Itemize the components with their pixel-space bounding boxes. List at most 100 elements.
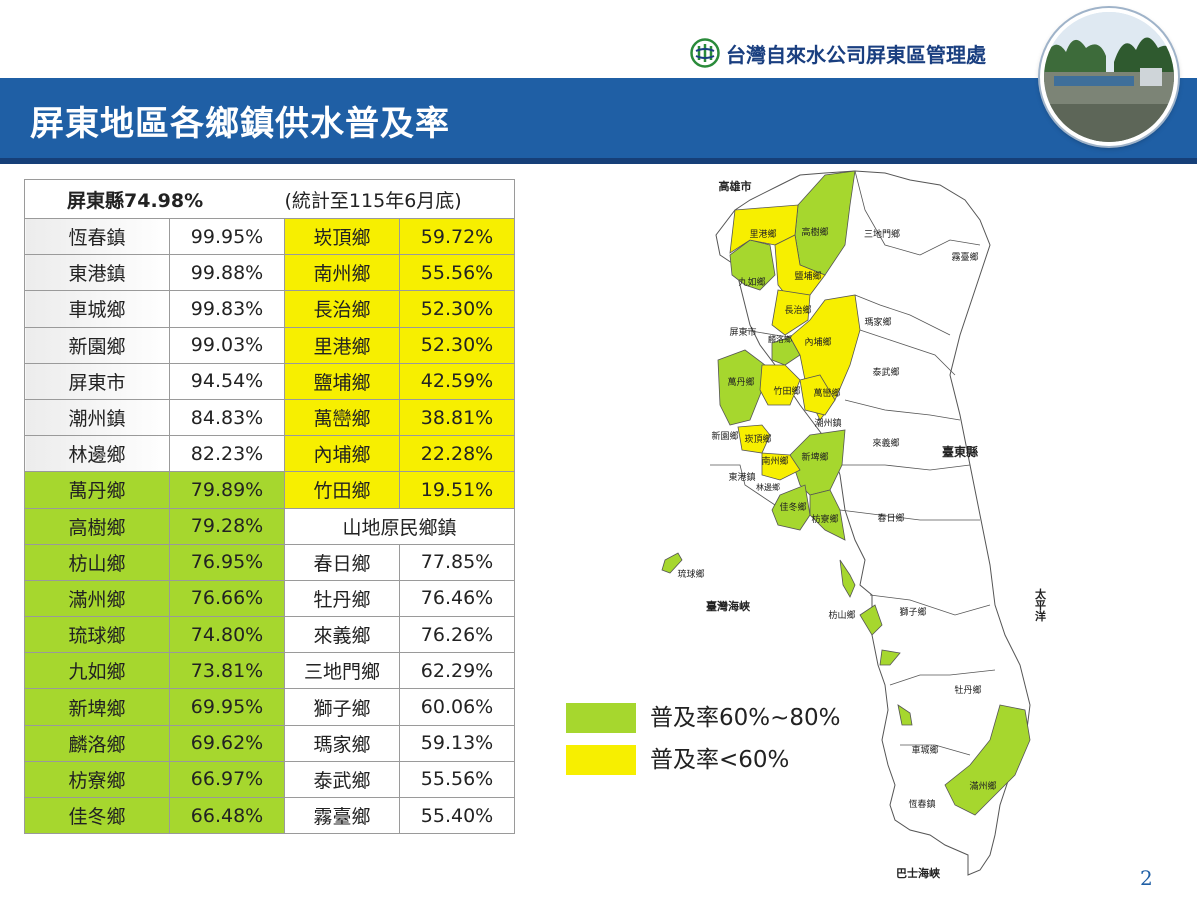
table-row: 佳冬鄉 66.48% 霧臺鄉 55.40% [24,796,516,835]
organization-header: 台灣自來水公司屏東區管理處 [690,36,986,70]
map-label-kaohsiung: 高雄市 [719,179,752,193]
legend-swatch-yellow [566,745,636,775]
legend-label-below-60: 普及率<60% [650,747,790,773]
township-rate: 99.95% [168,217,286,256]
map-label-laiyi: 來義鄉 [872,437,899,449]
map-label-sandimen: 三地門鄉 [864,228,900,240]
township-name: 獅子鄉 [284,688,401,726]
township-rate: 55.56% [399,760,516,799]
township-rate: 59.13% [399,724,516,762]
township-rate: 82.23% [168,435,286,473]
table-header-row: 屏東縣74.98% (統計至115年6月底) [23,179,516,219]
township-name: 滿州鄉 [24,579,170,618]
township-name: 琉球鄉 [24,616,170,654]
coverage-table: 屏東縣74.98% (統計至115年6月底) 恆春鎮 99.95% 崁頂鄉 59.72… [23,179,516,835]
map-label-nanzhou: 南州鄉 [761,455,788,467]
township-name: 麟洛鄉 [24,724,170,762]
township-name: 車城鄉 [24,290,170,328]
township-rate: 60.06% [399,688,516,726]
township-rate: 22.28% [399,435,516,473]
township-rate: 76.46% [399,579,516,618]
table-row: 枋山鄉 76.95% 春日鄉 77.85% [24,543,516,581]
map-label-bashi: 巴士海峽 [896,866,941,880]
township-rate: 19.51% [399,471,516,509]
table-row: 麟洛鄉 69.62% 瑪家鄉 59.13% [24,724,516,762]
organization-name: 台灣自來水公司屏東區管理處 [726,42,986,67]
township-name: 南州鄉 [284,254,401,292]
yellow-regions [729,204,861,481]
township-rate: 74.80% [168,616,286,654]
map-label-wanluan: 萬巒鄉 [813,387,840,399]
indigenous-section-label: 山地原民鄉鎮 [284,507,516,545]
township-rate: 52.30% [399,326,516,364]
map-label-xinyuan: 新園鄉 [711,430,738,442]
map-label-linluo: 麟洛鄉 [768,334,792,344]
township-name: 春日鄉 [284,543,401,581]
township-name: 新埤鄉 [24,688,170,726]
map-label-xinpi: 新埤鄉 [801,451,828,463]
township-name: 泰武鄉 [284,760,401,799]
township-name: 萬丹鄉 [24,471,170,509]
township-rate: 73.81% [168,652,286,690]
map-label-chunri: 春日鄉 [877,512,904,524]
township-name: 長治鄉 [284,290,401,328]
page-number: 2 [1140,866,1153,890]
township-name: 竹田鄉 [284,471,401,509]
green-regions [661,170,1031,816]
township-name: 枋寮鄉 [24,760,170,799]
map-label-pacific: 太平洋 [1034,587,1048,622]
table-row: 潮州鎮 84.83% 萬巒鄉 38.81% [24,398,516,437]
township-name: 牡丹鄉 [284,579,401,618]
table-row: 萬丹鄉 79.89% 竹田鄉 19.51% [24,471,516,509]
township-rate: 55.40% [399,796,516,835]
map-label-taitung: 臺東縣 [942,444,978,459]
table-row: 恆春鎮 99.95% 崁頂鄉 59.72% [24,217,516,256]
township-rate: 52.30% [399,290,516,328]
table-row: 屏東市 94.54% 鹽埔鄉 42.59% [24,362,516,400]
township-name: 瑪家鄉 [284,724,401,762]
township-rate: 94.54% [168,362,286,400]
township-rate: 99.83% [168,290,286,328]
map-label-mudan: 牡丹鄉 [954,684,981,696]
table-row: 枋寮鄉 66.97% 泰武鄉 55.56% [24,760,516,799]
township-name: 恆春鎮 [24,217,170,256]
township-rate: 59.72% [399,217,516,256]
photo-illustration-icon [1044,12,1174,142]
map-label-changzhi: 長治鄉 [784,304,811,316]
table-row: 車城鄉 99.83% 長治鄉 52.30% [24,290,516,328]
page-title: 屏東地區各鄉鎮供水普及率 [30,104,450,144]
township-name: 潮州鎮 [24,398,170,437]
township-rate: 42.59% [399,362,516,400]
table-row: 高樹鄉 79.28% 山地原民鄉鎮 [24,507,516,545]
map-label-yanpu: 鹽埔鄉 [794,270,821,282]
water-facility-photo [1040,8,1178,146]
inner-boundaries [710,170,996,756]
township-rate: 79.28% [168,507,286,545]
township-name: 東港鎮 [24,254,170,292]
map-label-kanding: 崁頂鄉 [744,433,771,445]
township-name: 屏東市 [24,362,170,400]
table-row: 新埤鄉 69.95% 獅子鄉 60.06% [24,688,516,726]
table-row: 東港鎮 99.88% 南州鄉 55.56% [24,254,516,292]
township-name: 崁頂鄉 [284,217,401,256]
legend-label-60-80: 普及率60%~80% [650,705,841,731]
township-rate: 66.97% [168,760,286,799]
township-name: 里港鄉 [284,326,401,364]
table-row: 新園鄉 99.03% 里港鄉 52.30% [24,326,516,364]
township-rate: 99.88% [168,254,286,292]
map-label-shizi: 獅子鄉 [899,606,926,618]
water-company-logo-icon [690,38,720,68]
map-label-manzhou: 滿州鄉 [969,780,996,792]
table-row: 九如鄉 73.81% 三地門鄉 62.29% [24,652,516,690]
township-name: 霧臺鄉 [284,796,401,835]
map-label-ligang: 里港鄉 [749,228,776,240]
map-label-neipu: 內埔鄉 [804,336,831,348]
map-label-fangshan: 枋山鄉 [828,609,855,621]
township-name: 萬巒鄉 [284,398,401,437]
township-name: 林邊鄉 [24,435,170,473]
township-rate: 69.95% [168,688,286,726]
township-rate: 38.81% [399,398,516,437]
township-rate: 76.95% [168,543,286,581]
table-row: 林邊鄉 82.23% 內埔鄉 22.28% [24,435,516,473]
